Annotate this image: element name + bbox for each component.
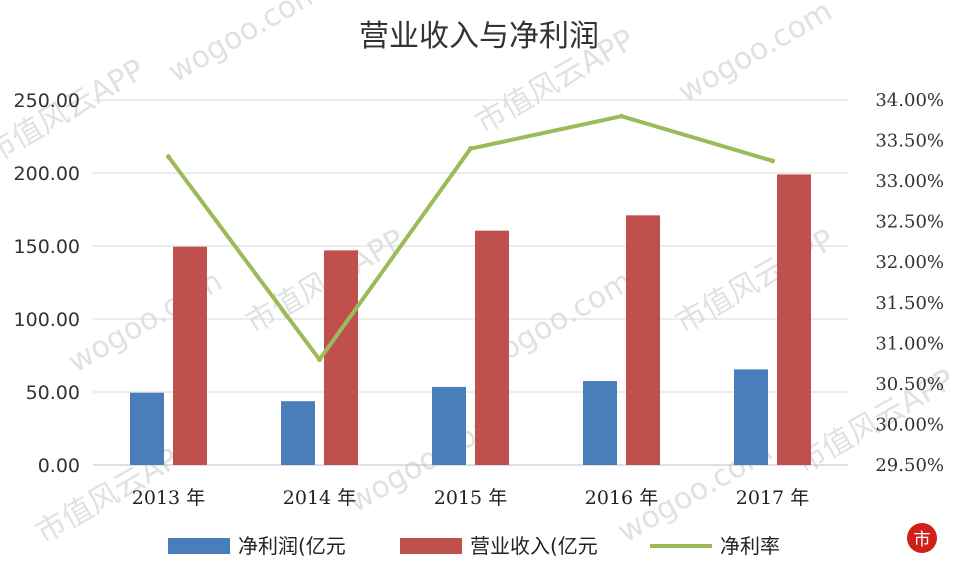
legend-swatch-net-profit — [168, 538, 230, 554]
left-tick-label: 150.00 — [14, 236, 80, 258]
right-axis: 29.50% 30.00% 30.50% 31.00% 31.50% 32.00% 32.5… — [875, 90, 944, 476]
left-tick-label: 100.00 — [14, 309, 80, 331]
right-tick-label: 32.50% — [875, 212, 944, 233]
right-tick-label: 33.00% — [875, 171, 944, 192]
category-label: 2015 年 — [434, 487, 507, 509]
left-axis: 0.00 50.00 100.00 150.00 200.00 250.00 — [14, 90, 80, 477]
bar-revenue — [173, 246, 207, 465]
right-tick-label: 32.00% — [875, 252, 944, 273]
bar-net-profit — [734, 369, 768, 465]
net-margin-point — [770, 158, 775, 164]
watermark-text: wogoo.com — [672, 0, 838, 110]
right-tick-label: 31.00% — [875, 333, 944, 354]
left-tick-label: 50.00 — [26, 382, 80, 404]
net-margin-point — [317, 357, 322, 363]
legend-label: 净利率 — [720, 534, 780, 558]
chart-title: 营业收入与净利润 — [359, 19, 599, 54]
left-tick-label: 200.00 — [14, 163, 80, 185]
net-margin-point — [468, 146, 473, 152]
net-margin-point — [619, 113, 624, 119]
bar-net-profit — [432, 386, 466, 465]
category-label: 2017 年 — [736, 487, 809, 509]
right-tick-label: 31.50% — [875, 293, 944, 314]
bar-revenue — [626, 215, 660, 465]
left-tick-label: 250.00 — [14, 90, 80, 112]
right-tick-label: 34.00% — [875, 90, 944, 111]
right-tick-label: 30.50% — [875, 374, 944, 395]
category-label: 2014 年 — [283, 487, 356, 509]
net-margin-point — [166, 154, 171, 160]
legend: 净利润(亿元 营业收入(亿元 净利率 — [168, 534, 780, 558]
legend-label: 净利润(亿元 — [238, 534, 346, 558]
right-tick-label: 29.50% — [875, 455, 944, 476]
category-label: 2013 年 — [132, 487, 205, 509]
bar-net-profit — [583, 381, 617, 465]
bar-revenue — [324, 250, 358, 465]
legend-label: 营业收入(亿元 — [470, 534, 598, 558]
category-axis: 2013 年 2014 年 2015 年 2016 年 2017 年 — [132, 487, 809, 509]
svg-text:市: 市 — [914, 530, 931, 550]
left-tick-label: 0.00 — [38, 455, 80, 477]
bar-net-profit — [130, 392, 164, 465]
category-label: 2016 年 — [585, 487, 658, 509]
bar-net-profit — [281, 401, 315, 465]
watermark-text: 市值风云APP — [670, 222, 841, 341]
watermark-text: wogoo.com — [162, 0, 328, 90]
bar-revenue — [777, 174, 811, 465]
right-tick-label: 33.50% — [875, 131, 944, 152]
bar-revenue — [475, 230, 509, 465]
grid — [93, 99, 848, 466]
bars — [130, 174, 811, 465]
net-margin-line — [166, 113, 775, 363]
legend-swatch-revenue — [400, 538, 462, 554]
right-tick-label: 30.00% — [875, 414, 944, 435]
seal-logo: 市 — [907, 523, 937, 553]
